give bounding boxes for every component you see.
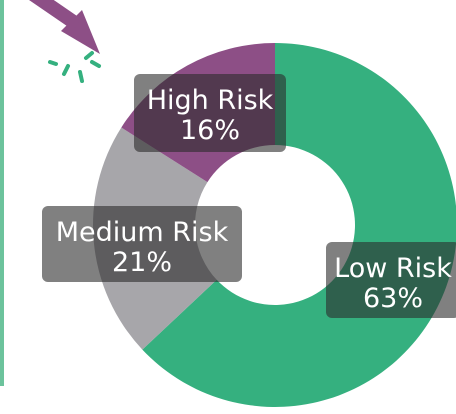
slice-name: Medium Risk [56, 217, 229, 248]
slice-value: 63% [363, 283, 423, 314]
click-spark [90, 60, 101, 68]
slice-value: 16% [180, 115, 240, 146]
cursor-arrow-head [61, 10, 100, 54]
left-accent-line [0, 0, 4, 386]
slice-name: High Risk [147, 85, 274, 116]
cursor-arrow-shaft [24, 0, 79, 28]
click-spark [78, 70, 84, 83]
label-box [42, 206, 242, 282]
cursor-arrow-click-icon [24, 0, 101, 83]
slice-name: Low Risk [334, 253, 452, 284]
click-spark [48, 60, 58, 66]
click-spark [84, 51, 94, 60]
slice-value: 21% [112, 247, 172, 278]
label-box [134, 74, 286, 152]
click-spark [62, 64, 70, 76]
label-box [326, 242, 456, 318]
